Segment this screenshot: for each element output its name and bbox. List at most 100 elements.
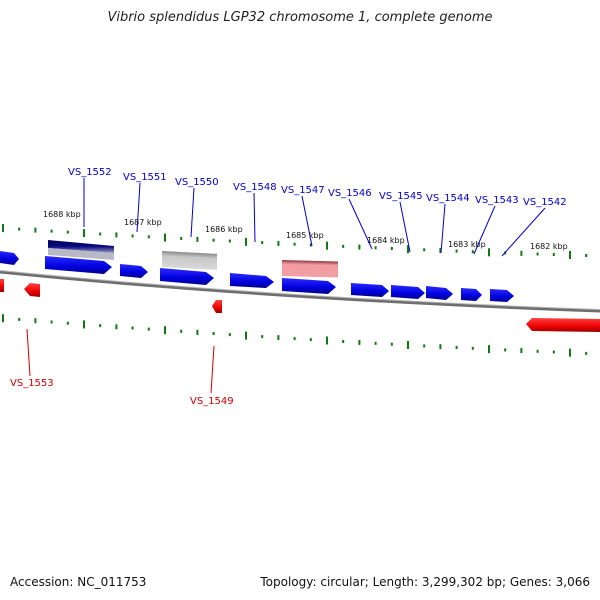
inner-tick [83,320,85,329]
gene-arrow-vs1547[interactable] [282,278,336,294]
outer-tick [212,238,215,242]
outer-tick [277,240,280,246]
gene-arrow-vs1552[interactable] [45,256,112,274]
inner-tick [504,348,507,352]
feature-bar-vs1552[interactable] [48,240,114,260]
inner-tick [277,335,280,341]
gene-label-vs1548[interactable]: VS_1548 [233,182,277,193]
inner-tick [18,317,21,321]
inner-tick [180,329,183,333]
outer-tick [390,247,393,250]
inner-tick [455,346,458,349]
gene-arrow-vs1544[interactable] [426,286,453,300]
outer-tick [471,250,474,254]
kbp-label-1686: 1686 kbp [205,225,243,234]
genome-summary-text: Topology: circular; Length: 3,299,302 bp… [260,575,590,589]
inner-tick [390,342,393,346]
gene-label-vs1547[interactable]: VS_1547 [281,185,325,196]
outer-tick [2,224,4,233]
inner-tick [2,314,4,323]
gene-arrow-left-edge[interactable] [0,251,19,265]
inner-tick [147,327,150,331]
gene-arrow-vs1543[interactable] [461,288,482,301]
inner-tick [228,333,231,337]
inner-tick [212,332,215,335]
outer-tick [407,245,409,254]
gene-arrow-reverse-left-edge[interactable] [0,279,4,292]
genome-backbone-highlight [0,270,600,310]
outer-tick [228,239,231,243]
outer-tick [147,235,150,239]
outer-tick [18,227,21,231]
gene-arrow-vs1549[interactable] [212,300,222,313]
inner-tick [196,329,199,335]
inner-tick [423,344,426,348]
inner-tick [488,345,490,354]
inner-tick [471,346,474,350]
inner-tick [520,348,523,354]
feature-bar-vs1550[interactable] [162,251,217,270]
outer-tick [439,248,442,253]
inner-tick [245,331,247,340]
accession-text: Accession: NC_011753 [10,575,147,589]
outer-tick [180,237,183,240]
gene-label-vs1552[interactable]: VS_1552 [68,167,112,178]
outer-tick [585,254,588,257]
outer-tick [115,232,118,238]
kbp-label-1687: 1687 kbp [124,218,162,227]
outer-tick [131,234,134,238]
outer-tick [66,230,69,234]
outer-tick [455,249,458,253]
inner-tick-ring [2,314,588,357]
gene-arrow-vs1551[interactable] [120,264,148,278]
outer-tick-ring [2,224,588,259]
inner-tick [569,348,571,357]
gene-arrow-vs1546[interactable] [351,283,389,297]
inner-tick [50,320,53,324]
outer-tick [245,237,247,246]
inner-tick [99,324,102,328]
gene-arrow-vs1545[interactable] [391,285,425,299]
outer-tick [309,243,312,247]
gene-label-vs1543[interactable]: VS_1543 [475,195,519,206]
gene-arrow-vs1542[interactable] [490,289,514,302]
gene-label-vs1544[interactable]: VS_1544 [426,193,470,204]
kbp-label-1683: 1683 kbp [448,240,486,249]
outer-tick [342,244,345,248]
map-title: Vibrio splendidus LGP32 chromosome 1, co… [107,10,493,25]
inner-tick [342,340,345,343]
inner-tick [358,339,361,345]
gene-label-vs1546[interactable]: VS_1546 [328,188,372,199]
gene-arrow-vs1550[interactable] [160,268,214,285]
inner-tick [115,324,118,330]
outer-tick [326,241,328,250]
genome-backbone [0,270,600,313]
inner-tick [552,350,555,354]
gene-label-vs1551[interactable]: VS_1551 [123,172,167,183]
kbp-label-1688: 1688 kbp [43,210,81,219]
outer-tick [196,236,199,242]
gene-arrow-reverse-right-edge[interactable] [526,318,600,332]
gene-label-vs1542[interactable]: VS_1542 [523,197,567,208]
inner-tick [66,321,69,325]
gene-label-vs1549[interactable]: VS_1549 [190,396,234,407]
leader-lines-forward [83,178,546,257]
inner-tick [309,338,312,342]
gene-arrow-vs1553[interactable] [24,283,40,297]
outer-tick [164,233,166,242]
outer-tick [520,250,523,256]
outer-tick [99,232,102,236]
gene-label-vs1545[interactable]: VS_1545 [379,191,423,202]
kbp-label-1685: 1685 kbp [286,231,324,240]
inner-tick [439,344,442,350]
outer-tick [488,248,490,257]
gene-label-vs1550[interactable]: VS_1550 [175,177,219,188]
feature-bar-vs1547[interactable] [282,260,338,278]
gene-arrow-vs1548[interactable] [230,273,274,288]
kbp-label-1682: 1682 kbp [530,242,568,251]
gene-label-vs1553[interactable]: VS_1553 [10,378,54,389]
outer-tick [374,246,377,250]
outer-tick [34,227,37,233]
outer-tick [552,253,555,256]
